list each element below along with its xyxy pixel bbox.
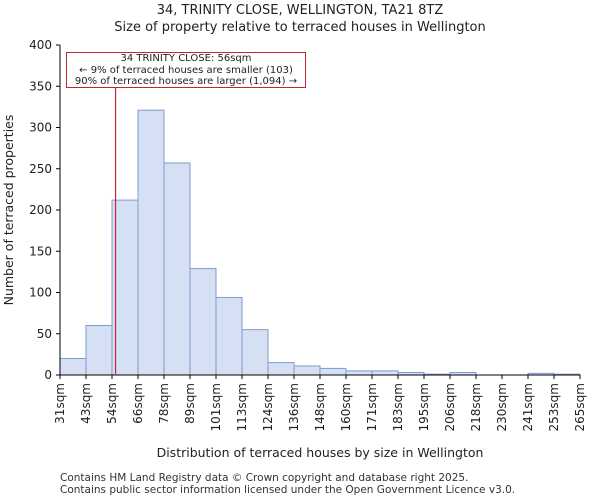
- bar-7: [241, 329, 269, 376]
- x-tick-label-15: 206sqm: [443, 383, 457, 431]
- x-tick-label-10: 148sqm: [313, 383, 327, 431]
- bar-9: [293, 365, 321, 376]
- x-tick-label-4: 78sqm: [157, 383, 171, 424]
- marker-annotation: 34 TRINITY CLOSE: 56sqm ← 9% of terraced…: [66, 52, 306, 88]
- y-axis-label: Number of terraced properties: [1, 115, 16, 306]
- x-axis-label: Distribution of terraced houses by size …: [157, 445, 484, 460]
- bar-3: [137, 109, 165, 376]
- x-tick-label-9: 136sqm: [287, 383, 301, 431]
- footer-copyright: Contains HM Land Registry data © Crown c…: [60, 472, 469, 484]
- footer-licence: Contains public sector information licen…: [60, 484, 516, 496]
- x-tick-label-8: 124sqm: [261, 383, 275, 431]
- y-tick-label-350: 350: [29, 79, 52, 93]
- bar-10: [319, 367, 347, 376]
- annotation-line-1: 34 TRINITY CLOSE: 56sqm: [120, 53, 252, 64]
- bar-11: [345, 370, 373, 376]
- x-tick-label-0: 31sqm: [53, 383, 67, 424]
- bar-8: [267, 362, 295, 376]
- y-tick-label-150: 150: [29, 244, 52, 258]
- chart-subtitle: Size of property relative to terraced ho…: [114, 20, 486, 35]
- y-tick-label-250: 250: [29, 162, 52, 176]
- x-tick-label-7: 113sqm: [235, 383, 249, 431]
- y-tick-label-300: 300: [29, 121, 52, 135]
- x-tick-label-14: 195sqm: [417, 383, 431, 431]
- x-tick-label-3: 66sqm: [131, 383, 145, 424]
- y-tick-label-0: 0: [44, 368, 52, 382]
- x-tick-label-11: 160sqm: [339, 383, 353, 431]
- annotation-line-2: ← 9% of terraced houses are smaller (103…: [79, 64, 293, 76]
- x-tick-label-5: 89sqm: [183, 383, 197, 424]
- x-tick-label-16: 218sqm: [469, 383, 483, 431]
- y-tick-label-200: 200: [29, 203, 52, 217]
- x-tick-label-17: 230sqm: [495, 383, 509, 431]
- x-tick-label-19: 253sqm: [547, 383, 561, 431]
- y-tick-label-100: 100: [29, 286, 52, 300]
- x-tick-label-18: 241sqm: [521, 383, 535, 431]
- y-tick-label-50: 50: [37, 327, 52, 341]
- x-tick-label-6: 101sqm: [209, 383, 223, 431]
- x-tick-label-1: 43sqm: [79, 383, 93, 424]
- chart-title: 34, TRINITY CLOSE, WELLINGTON, TA21 8TZ: [156, 3, 444, 18]
- bar-6: [215, 296, 243, 376]
- bar-2: [111, 199, 139, 376]
- bar-0: [59, 358, 87, 376]
- bar-4: [163, 162, 191, 376]
- x-tick-label-20: 265sqm: [573, 383, 587, 431]
- bar-12: [371, 370, 399, 376]
- x-tick-label-13: 183sqm: [391, 383, 405, 431]
- bar-5: [189, 268, 217, 376]
- annotation-line-3: 90% of terraced houses are larger (1,094…: [74, 76, 298, 87]
- x-tick-label-12: 171sqm: [365, 383, 379, 431]
- bar-1: [85, 325, 113, 376]
- y-tick-label-400: 400: [29, 38, 52, 52]
- x-tick-label-2: 54sqm: [105, 383, 119, 424]
